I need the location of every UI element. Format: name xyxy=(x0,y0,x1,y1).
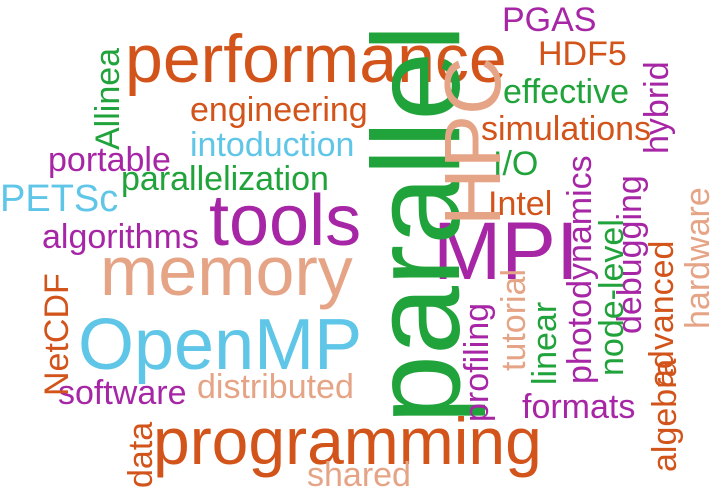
word-algorithms: algorithms xyxy=(42,218,199,256)
word-tools: tools xyxy=(209,181,362,261)
word-allinea: Allinea xyxy=(89,47,127,150)
word-algebra: algebra xyxy=(646,358,684,472)
word-intel: Intel xyxy=(488,185,553,223)
word-mpi: MPI xyxy=(433,206,579,297)
word-debugging: debugging xyxy=(611,175,649,334)
word-hdf5: HDF5 xyxy=(538,35,627,73)
word-photodynamics: photodynamics xyxy=(561,155,599,384)
word-performance: performance xyxy=(125,21,507,97)
word-petsc: PETSc xyxy=(0,178,119,220)
word-pgas: PGAS xyxy=(502,1,597,39)
word-profiling: profiling xyxy=(458,302,496,422)
word-hybrid: hybrid xyxy=(638,61,676,154)
word-software: software xyxy=(58,374,187,412)
word-programming: programming xyxy=(153,404,542,478)
word-engineering: engineering xyxy=(190,91,368,129)
word-openmp: OpenMP xyxy=(78,305,363,385)
word-data: data xyxy=(122,421,160,488)
word-portable: portable xyxy=(48,141,171,179)
word-parallelization: parallelization xyxy=(121,160,329,198)
word-io: I/O xyxy=(493,145,539,183)
word-effective: effective xyxy=(503,73,630,111)
word-memory: memory xyxy=(100,232,353,310)
word-hardware: hardware xyxy=(679,187,717,329)
word-netcdf: NetCDF xyxy=(38,273,76,396)
word-hpc: HPC xyxy=(428,57,517,226)
word-distributed: distributed xyxy=(197,368,354,406)
word-formats: formats xyxy=(522,388,636,426)
word-linear: linear xyxy=(526,301,564,385)
word-shared: shared xyxy=(307,456,411,494)
word-intoduction: intoduction xyxy=(190,126,355,164)
word-simulations: simulations xyxy=(481,110,652,148)
